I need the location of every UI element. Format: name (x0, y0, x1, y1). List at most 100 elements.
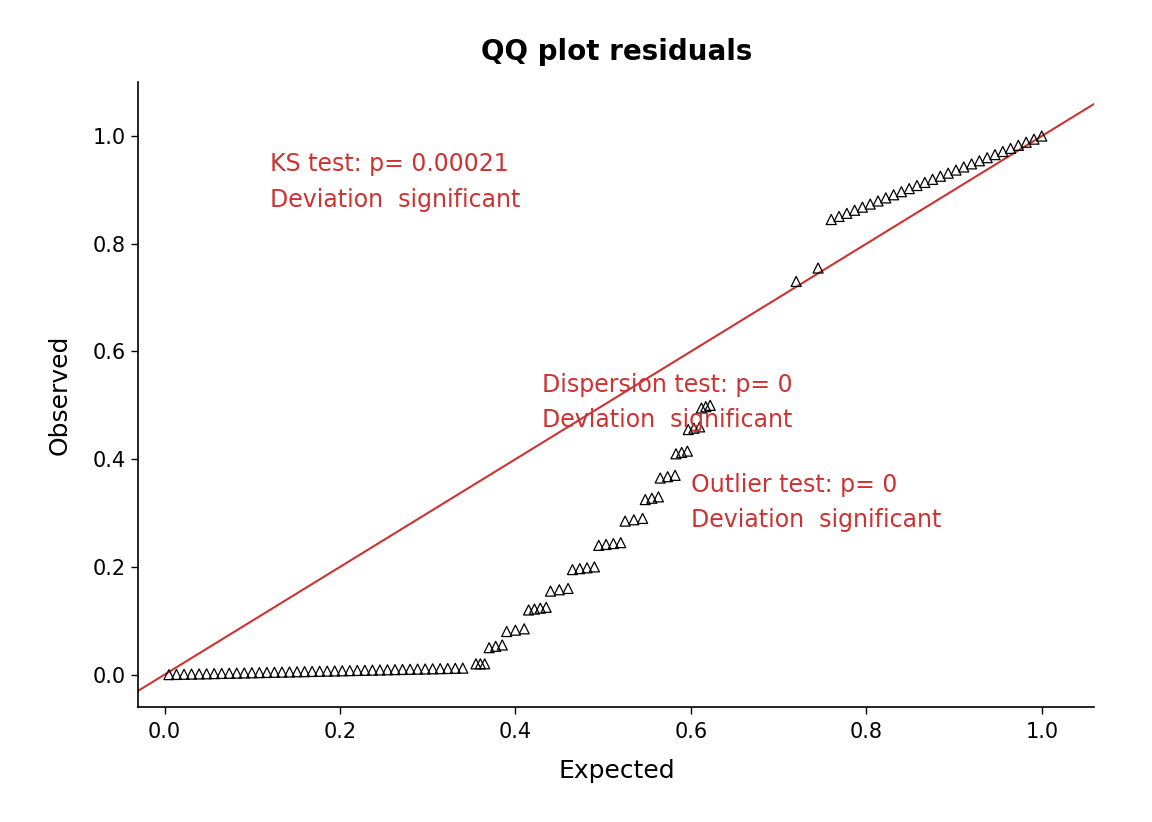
Point (612, 536, 630, 549)
Point (541, 584, 560, 598)
Point (604, 537, 622, 550)
Point (182, 667, 200, 681)
Point (679, 445, 697, 458)
Point (371, 663, 389, 677)
Point (393, 663, 411, 676)
Point (378, 663, 396, 677)
Point (363, 663, 381, 677)
Point (220, 667, 238, 680)
Point (659, 470, 677, 483)
Point (175, 667, 194, 681)
Point (537, 601, 555, 614)
Point (861, 197, 879, 210)
Point (809, 261, 827, 275)
Point (624, 513, 643, 526)
Point (939, 167, 957, 180)
Point (846, 204, 864, 217)
Point (993, 145, 1011, 158)
Point (531, 602, 550, 615)
Point (931, 169, 949, 182)
Point (955, 160, 973, 173)
Point (280, 665, 298, 678)
Point (636, 493, 654, 506)
Point (303, 665, 321, 678)
Point (578, 561, 597, 575)
Point (643, 492, 661, 505)
Point (467, 658, 485, 671)
Point (877, 192, 895, 205)
Point (823, 213, 841, 226)
Point (970, 155, 988, 168)
Point (634, 512, 652, 525)
Point (590, 538, 608, 552)
X-axis label: Expected: Expected (558, 759, 675, 783)
Point (787, 275, 805, 288)
Point (838, 207, 856, 220)
Point (506, 624, 524, 637)
Point (570, 562, 589, 575)
Point (250, 666, 268, 679)
Point (551, 584, 569, 597)
Point (454, 662, 472, 675)
Point (401, 663, 419, 676)
Point (310, 665, 328, 678)
Text: Outlier test: p= 0
Deviation  significant: Outlier test: p= 0 Deviation significant (691, 473, 941, 532)
Point (520, 603, 538, 616)
Point (205, 667, 223, 680)
Point (962, 157, 980, 170)
Point (978, 151, 996, 164)
Point (439, 662, 457, 675)
Point (348, 664, 366, 677)
Point (666, 469, 684, 482)
Point (885, 188, 903, 201)
Point (679, 423, 697, 436)
Point (690, 420, 708, 433)
Text: Dispersion test: p= 0
Deviation  significant: Dispersion test: p= 0 Deviation signific… (541, 373, 793, 432)
Point (243, 666, 262, 679)
Point (197, 667, 215, 681)
Point (498, 625, 516, 638)
Point (167, 667, 185, 681)
Point (295, 665, 313, 678)
Text: KS test: p= 0.00021
Deviation  significant: KS test: p= 0.00021 Deviation significan… (270, 152, 521, 211)
Point (585, 561, 604, 574)
Point (854, 201, 872, 214)
Point (326, 664, 344, 677)
Point (386, 663, 404, 677)
Point (480, 641, 499, 654)
Point (446, 662, 464, 675)
Point (493, 639, 511, 652)
Point (692, 401, 711, 414)
Point (616, 515, 635, 528)
Point (258, 666, 276, 679)
Point (471, 658, 490, 671)
Point (476, 658, 494, 671)
Point (265, 666, 283, 679)
Point (947, 164, 965, 177)
Point (416, 663, 434, 676)
Point (684, 422, 703, 435)
Point (228, 667, 247, 680)
Point (1025, 132, 1044, 145)
Point (525, 603, 544, 616)
Point (700, 399, 719, 412)
Point (892, 185, 910, 198)
Point (1032, 130, 1051, 143)
Point (190, 667, 209, 681)
Point (160, 668, 179, 681)
Y-axis label: Observed: Observed (47, 335, 71, 455)
Point (908, 179, 926, 192)
Point (408, 663, 426, 676)
Point (318, 664, 336, 677)
Point (924, 173, 942, 186)
Point (916, 176, 934, 189)
Point (559, 582, 577, 595)
Point (869, 195, 887, 208)
Point (1001, 142, 1020, 155)
Point (829, 210, 848, 223)
Point (288, 665, 306, 678)
Point (356, 663, 374, 677)
Title: QQ plot residuals: QQ plot residuals (480, 38, 752, 66)
Point (673, 446, 691, 459)
Point (515, 622, 533, 635)
